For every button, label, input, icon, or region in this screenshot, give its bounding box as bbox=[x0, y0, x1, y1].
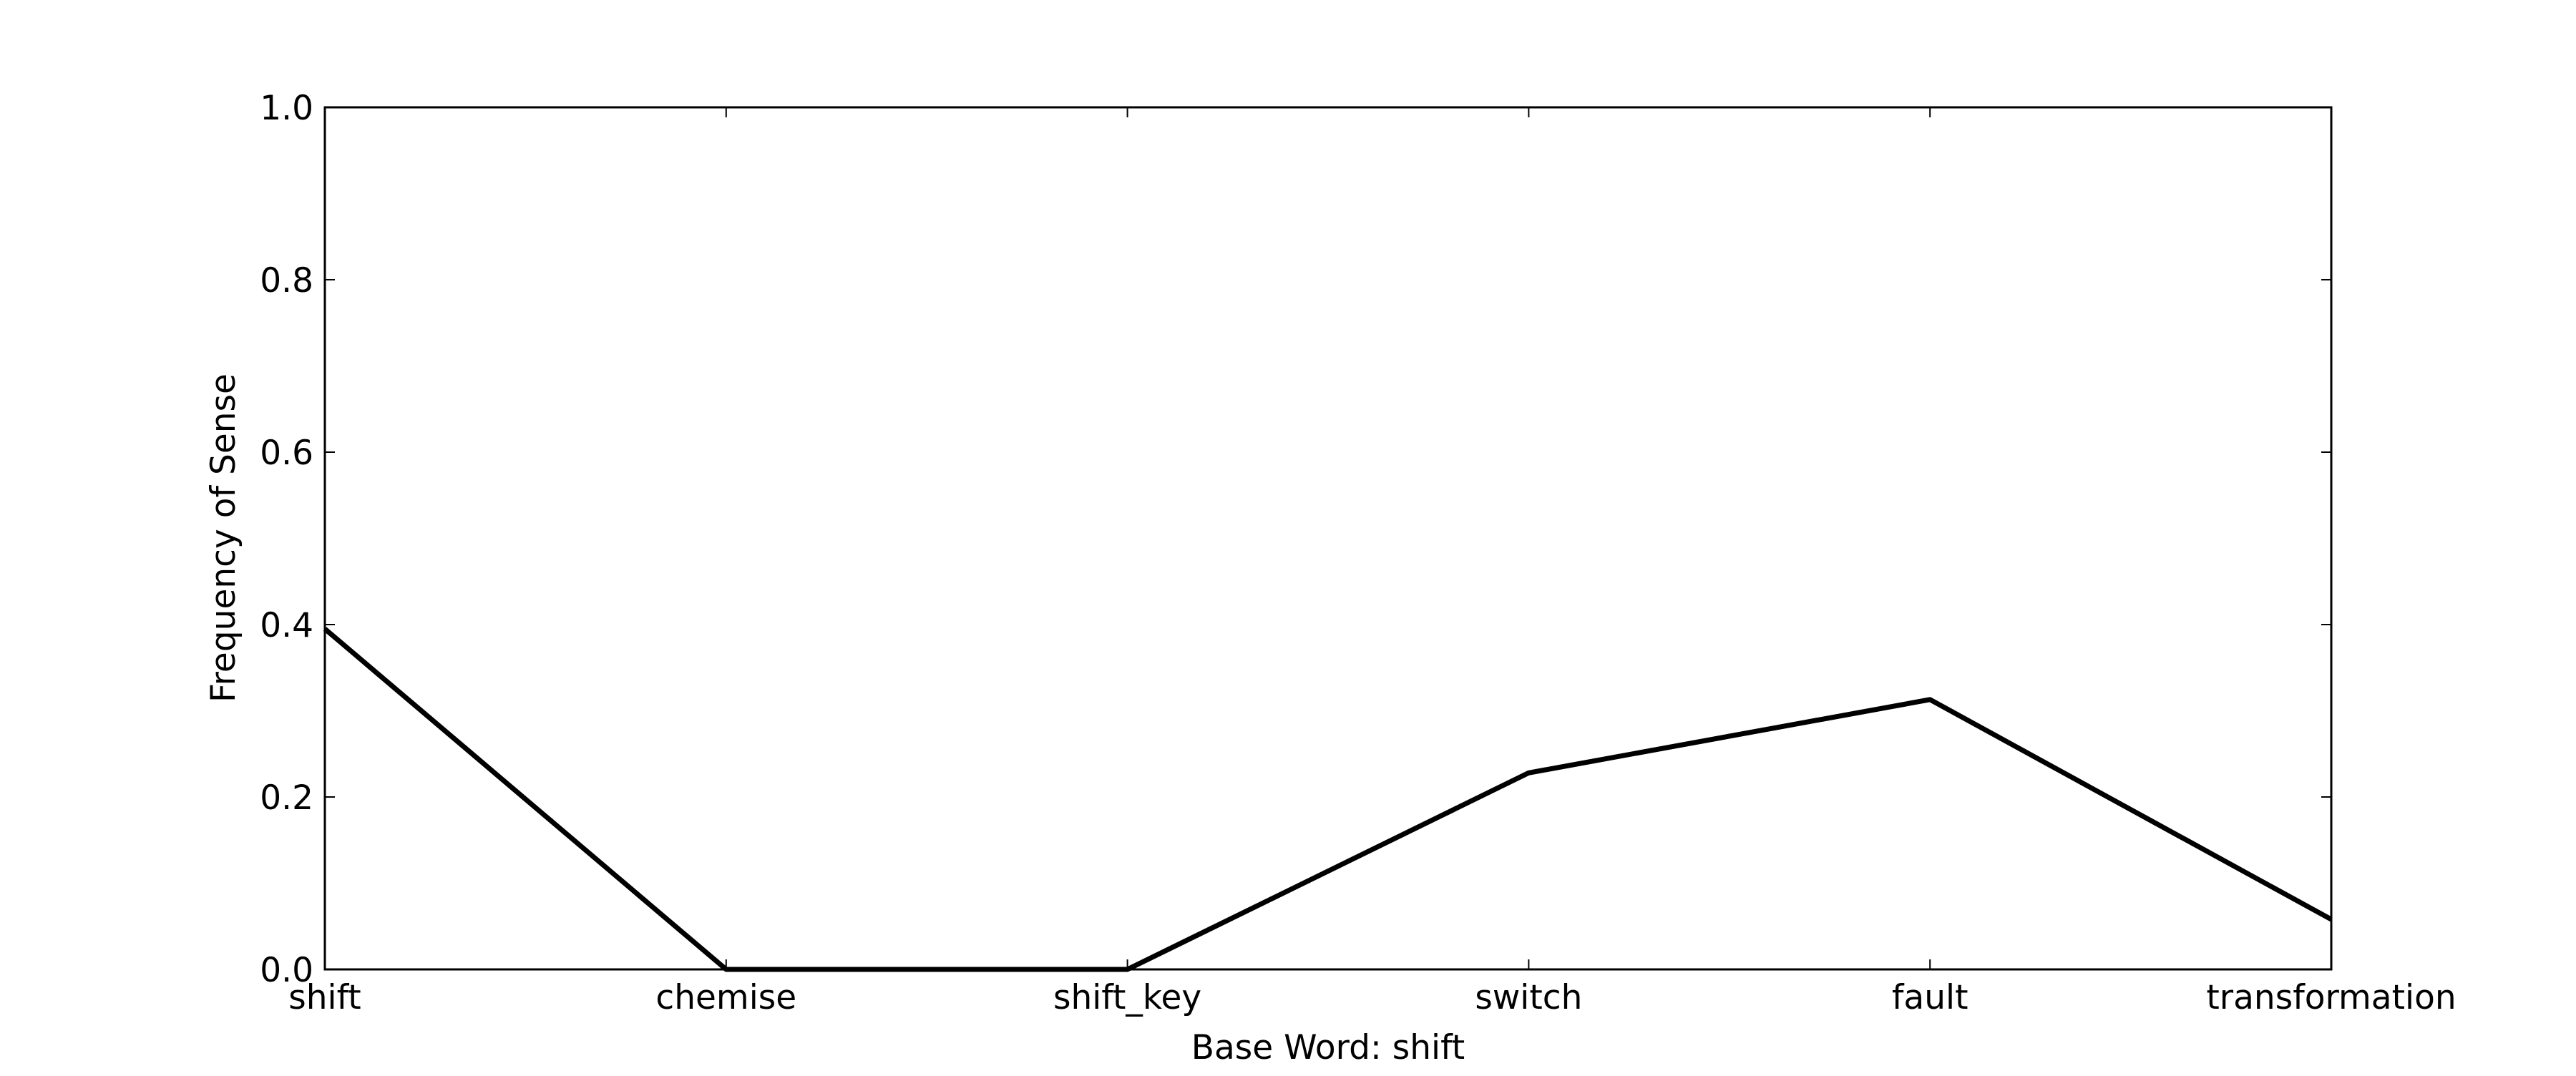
x-tick-label: switch bbox=[1475, 978, 1582, 1017]
x-tick-label: fault bbox=[1892, 978, 1968, 1017]
y-tick-label: 0.2 bbox=[260, 778, 313, 818]
x-tick-label: shift_key bbox=[1053, 978, 1201, 1017]
x-axis-label: Base Word: shift bbox=[1191, 1028, 1465, 1067]
y-tick-label: 0.0 bbox=[260, 951, 313, 990]
y-tick-label: 0.4 bbox=[260, 606, 313, 645]
y-tick-label: 0.8 bbox=[260, 261, 313, 300]
y-axis-label: Frequency of Sense bbox=[204, 373, 243, 703]
y-tick-label: 0.6 bbox=[260, 434, 313, 473]
y-tick-label: 1.0 bbox=[260, 89, 313, 128]
x-tick-label: transformation bbox=[2206, 978, 2456, 1017]
x-tick-label: chemise bbox=[655, 978, 796, 1017]
